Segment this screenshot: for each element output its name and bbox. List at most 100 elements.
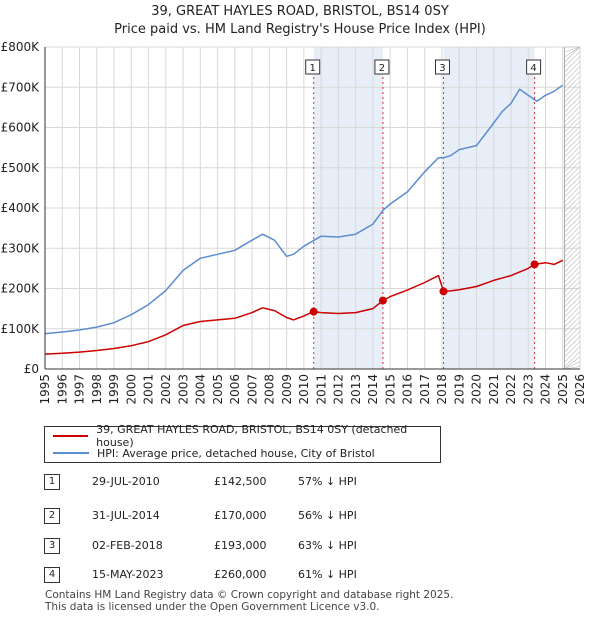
transaction-badge-box	[374, 59, 390, 75]
x-tick-label: 2006	[228, 374, 242, 405]
forecast-hatch-line	[564, 206, 581, 223]
property-price-line	[44, 259, 564, 355]
forecast-hatch-line	[564, 251, 581, 268]
x-tick-label: 2015	[383, 374, 397, 405]
forecast-hatch-line	[564, 46, 581, 58]
forecast-hatch-line	[564, 356, 581, 370]
forecast-hatch-line	[564, 111, 581, 128]
footer-licence: This data is licensed under the Open Gov…	[45, 601, 380, 613]
transaction-price: £170,000	[214, 509, 267, 522]
forecast-hatch-line	[564, 361, 581, 370]
x-tick-label: 2016	[401, 374, 415, 405]
transaction-number: 2	[44, 508, 60, 524]
x-tick-label: 2003	[176, 374, 190, 405]
forecast-hatch-line	[564, 136, 581, 153]
forecast-hatch-line	[564, 61, 581, 78]
x-tick-label: 2014	[366, 374, 380, 405]
transaction-price: £193,000	[214, 539, 267, 552]
transaction-price: £260,000	[214, 568, 267, 581]
forecast-hatch-line	[564, 271, 581, 288]
y-tick-label: £0	[24, 362, 39, 376]
transaction-hpi-diff: 56% ↓ HPI	[298, 509, 357, 522]
forecast-hatch-line	[564, 71, 581, 88]
y-tick-label: £500K	[1, 161, 41, 175]
forecast-hatch-line	[564, 166, 581, 183]
transaction-row: 4 15-MAY-2023 £260,000 61% ↓ HPI	[44, 567, 564, 585]
forecast-hatch-line	[564, 226, 581, 243]
series-lines	[44, 84, 564, 355]
y-tick-label: £800K	[1, 40, 41, 54]
grid-lines	[44, 46, 581, 370]
forecast-hatch-line	[564, 256, 581, 273]
forecast-hatch-line	[564, 231, 581, 248]
forecast-hatch-line	[564, 351, 581, 368]
forecast-hatch-line	[564, 66, 581, 83]
forecast-hatch-line	[564, 301, 581, 318]
transaction-row: 1 29-JUL-2010 £142,500 57% ↓ HPI	[44, 474, 564, 492]
forecast-hatch-line	[564, 46, 581, 63]
transaction-point	[378, 296, 387, 305]
forecast-hatch-line	[564, 106, 581, 123]
x-tick-label: 2011	[314, 374, 328, 405]
forecast-hatch-line	[564, 286, 581, 303]
forecast-hatch-line	[564, 246, 581, 263]
forecast-hatch-line	[564, 146, 581, 163]
transaction-date: 31-JUL-2014	[92, 509, 160, 522]
forecast-hatch-line	[564, 176, 581, 193]
transaction-number: 3	[44, 538, 60, 554]
forecast-hatch-line	[564, 196, 581, 213]
hpi-line	[44, 84, 564, 335]
transaction-badge-number: 4	[530, 63, 536, 74]
forecast-hatch	[564, 46, 581, 370]
transaction-point	[439, 287, 448, 296]
forecast-hatch-line	[564, 156, 581, 173]
x-tick-label: 2002	[159, 374, 173, 405]
forecast-hatch-line	[564, 86, 581, 103]
transaction-badge-box	[526, 59, 542, 75]
forecast-hatch-line	[564, 331, 581, 348]
forecast-hatch-line	[564, 201, 581, 218]
forecast-hatch-line	[564, 161, 581, 178]
x-tick-label: 2008	[263, 374, 277, 405]
y-tick-labels: £0 £100K £200K £300K £400K £500K £600K £700K £80…	[1, 40, 41, 376]
x-tick-label: 2005	[211, 374, 225, 405]
x-tick-label: 2025	[556, 374, 570, 405]
legend-label-hpi: HPI: Average price, detached house, City…	[97, 446, 375, 460]
x-tick-labels: 1995 1996 1997 1998 1999 2000 2001 2002 2003 2004…	[38, 374, 587, 405]
forecast-hatch-line	[564, 186, 581, 203]
x-tick-label: 2024	[539, 374, 553, 405]
transaction-number: 1	[44, 474, 60, 490]
transaction-points	[309, 260, 539, 316]
forecast-hatch-line	[564, 316, 581, 333]
legend-item-hpi: HPI: Average price, detached house, City…	[53, 445, 375, 461]
x-tick-label: 1996	[55, 374, 69, 405]
forecast-hatch-line	[564, 211, 581, 228]
x-tick-label: 2020	[470, 374, 484, 405]
forecast-hatch-line	[564, 296, 581, 313]
forecast-hatch-line	[564, 171, 581, 188]
forecast-hatch-line	[564, 236, 581, 253]
forecast-hatch-line	[564, 306, 581, 323]
forecast-hatch-line	[564, 56, 581, 73]
forecast-hatch-line	[564, 346, 581, 363]
transaction-row: 3 02-FEB-2018 £193,000 63% ↓ HPI	[44, 538, 564, 556]
x-tick-label: 2023	[521, 374, 535, 405]
x-tick-label: 2000	[124, 374, 138, 405]
forecast-hatch-line	[564, 336, 581, 353]
forecast-hatch-line	[564, 121, 581, 138]
forecast-hatch-line	[564, 221, 581, 238]
forecast-hatch-line	[564, 101, 581, 118]
transaction-date: 15-MAY-2023	[92, 568, 164, 581]
y-tick-label: £400K	[1, 201, 41, 215]
x-tick-label: 2012	[332, 374, 346, 405]
transaction-hpi-diff: 63% ↓ HPI	[298, 539, 357, 552]
transaction-badge-number: 3	[439, 63, 445, 74]
footer: Contains HM Land Registry data © Crown c…	[45, 589, 453, 613]
forecast-hatch-line	[564, 291, 581, 308]
forecast-hatch-line	[564, 51, 581, 68]
transaction-row: 2 31-JUL-2014 £170,000 56% ↓ HPI	[44, 508, 564, 526]
forecast-hatch-line	[564, 191, 581, 208]
transaction-badge-number: 1	[310, 63, 316, 74]
forecast-hatch-line	[564, 261, 581, 278]
